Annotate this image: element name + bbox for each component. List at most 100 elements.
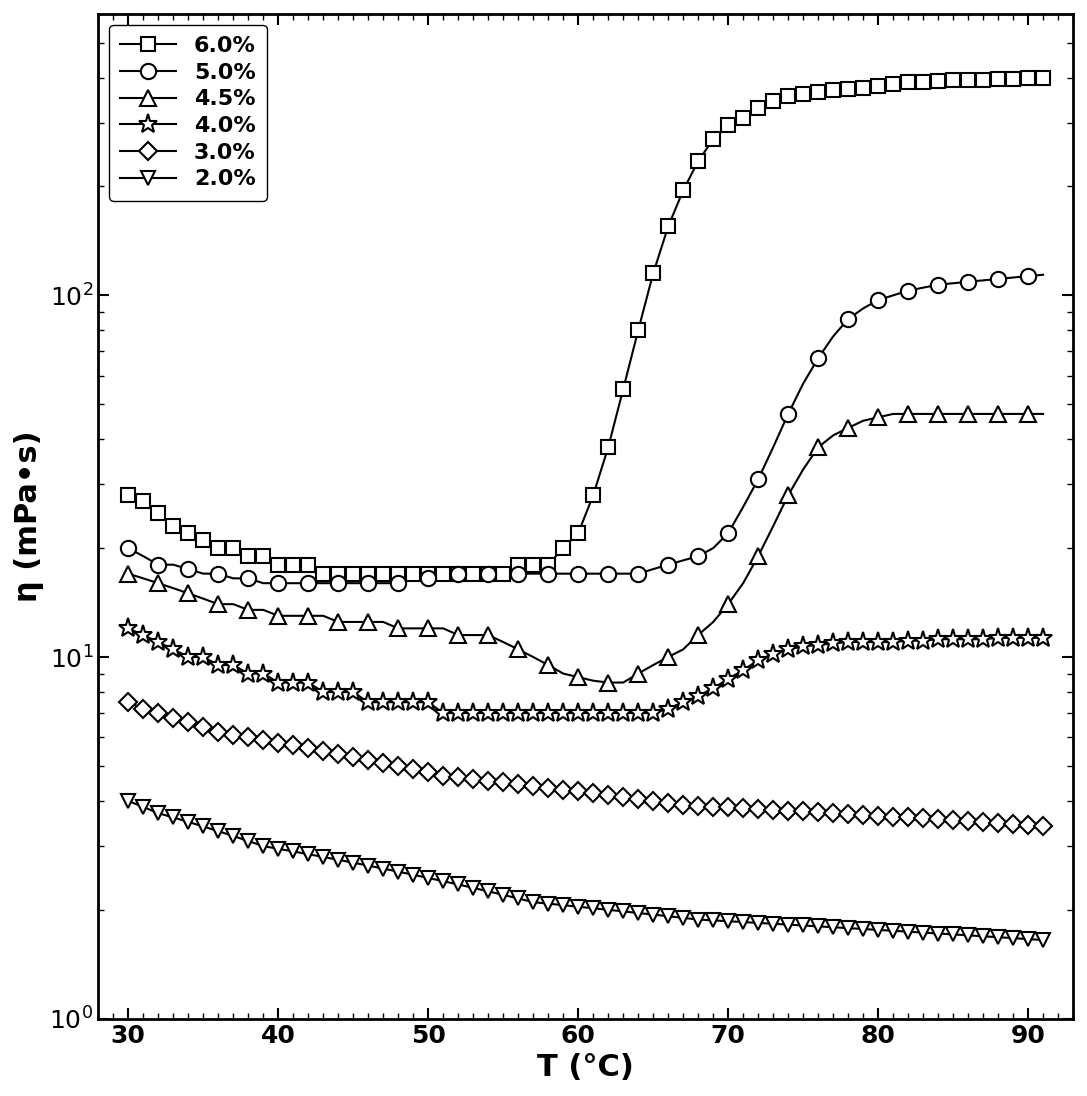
Line: 3.0%: 3.0% (122, 696, 1049, 832)
3.0% (676, 798, 689, 811)
6.0% (197, 534, 210, 547)
4.5% (962, 408, 975, 421)
6.0% (932, 75, 945, 88)
5.0% (482, 567, 495, 580)
4.5% (991, 408, 1004, 421)
4.5% (241, 603, 254, 616)
4.0% (122, 621, 135, 635)
4.5% (812, 441, 825, 454)
4.5% (932, 408, 945, 421)
4.5% (212, 597, 225, 610)
3.0% (1022, 818, 1035, 831)
3.0% (197, 720, 210, 733)
5.0% (691, 549, 704, 562)
5.0% (782, 408, 795, 421)
6.0% (316, 567, 329, 580)
4.5% (541, 659, 554, 672)
6.0% (1037, 71, 1050, 84)
5.0% (872, 294, 885, 307)
4.5% (1022, 408, 1035, 421)
5.0% (512, 567, 525, 580)
4.0% (932, 632, 945, 646)
3.0% (122, 696, 135, 709)
4.0% (587, 707, 600, 720)
Line: 5.0%: 5.0% (121, 269, 1036, 591)
Line: 4.0%: 4.0% (118, 618, 1053, 722)
5.0% (212, 567, 225, 580)
5.0% (332, 576, 345, 590)
Y-axis label: η (mPa•s): η (mPa•s) (14, 431, 43, 602)
5.0% (932, 278, 945, 292)
5.0% (152, 558, 165, 571)
5.0% (302, 576, 315, 590)
2.0% (916, 926, 929, 939)
4.5% (452, 628, 465, 641)
6.0% (302, 558, 315, 571)
Line: 2.0%: 2.0% (122, 794, 1050, 947)
4.5% (512, 642, 525, 655)
4.5% (362, 615, 375, 628)
4.5% (602, 676, 615, 689)
5.0% (122, 541, 135, 555)
4.5% (872, 411, 885, 424)
4.5% (122, 567, 135, 580)
3.0% (916, 812, 929, 825)
5.0% (182, 562, 195, 575)
5.0% (391, 576, 404, 590)
4.0% (1037, 631, 1050, 644)
5.0% (362, 576, 375, 590)
5.0% (722, 526, 735, 539)
5.0% (1022, 270, 1035, 283)
5.0% (962, 275, 975, 288)
5.0% (751, 472, 764, 486)
X-axis label: T (°C): T (°C) (537, 1053, 634, 1082)
4.5% (391, 621, 404, 635)
4.5% (691, 628, 704, 641)
4.5% (901, 408, 914, 421)
5.0% (541, 567, 554, 580)
4.0% (437, 707, 450, 720)
2.0% (362, 859, 375, 872)
6.0% (377, 567, 390, 580)
2.0% (676, 911, 689, 924)
4.0% (362, 696, 375, 709)
4.5% (422, 621, 435, 635)
Legend: 6.0%, 5.0%, 4.5%, 4.0%, 3.0%, 2.0%: 6.0%, 5.0%, 4.5%, 4.0%, 3.0%, 2.0% (110, 25, 266, 201)
4.5% (182, 586, 195, 600)
4.5% (632, 667, 645, 681)
Line: 4.5%: 4.5% (121, 407, 1036, 690)
5.0% (422, 572, 435, 585)
2.0% (1022, 933, 1035, 946)
5.0% (632, 567, 645, 580)
2.0% (197, 820, 210, 833)
6.0% (587, 489, 600, 502)
4.5% (152, 576, 165, 590)
4.5% (782, 489, 795, 502)
6.0% (691, 155, 704, 168)
2.0% (122, 795, 135, 808)
4.5% (841, 421, 854, 434)
3.0% (362, 753, 375, 766)
6.0% (122, 489, 135, 502)
4.5% (272, 609, 285, 623)
4.5% (751, 549, 764, 562)
5.0% (241, 572, 254, 585)
5.0% (812, 352, 825, 365)
5.0% (452, 567, 465, 580)
4.5% (722, 597, 735, 610)
5.0% (572, 567, 585, 580)
3.0% (302, 742, 315, 755)
5.0% (991, 273, 1004, 286)
2.0% (302, 847, 315, 860)
5.0% (602, 567, 615, 580)
4.5% (482, 628, 495, 641)
Line: 6.0%: 6.0% (122, 70, 1050, 581)
4.5% (572, 671, 585, 684)
4.0% (302, 676, 315, 689)
4.5% (332, 615, 345, 628)
5.0% (901, 284, 914, 297)
2.0% (1037, 934, 1050, 947)
4.5% (302, 609, 315, 623)
5.0% (841, 312, 854, 326)
3.0% (1037, 819, 1050, 832)
